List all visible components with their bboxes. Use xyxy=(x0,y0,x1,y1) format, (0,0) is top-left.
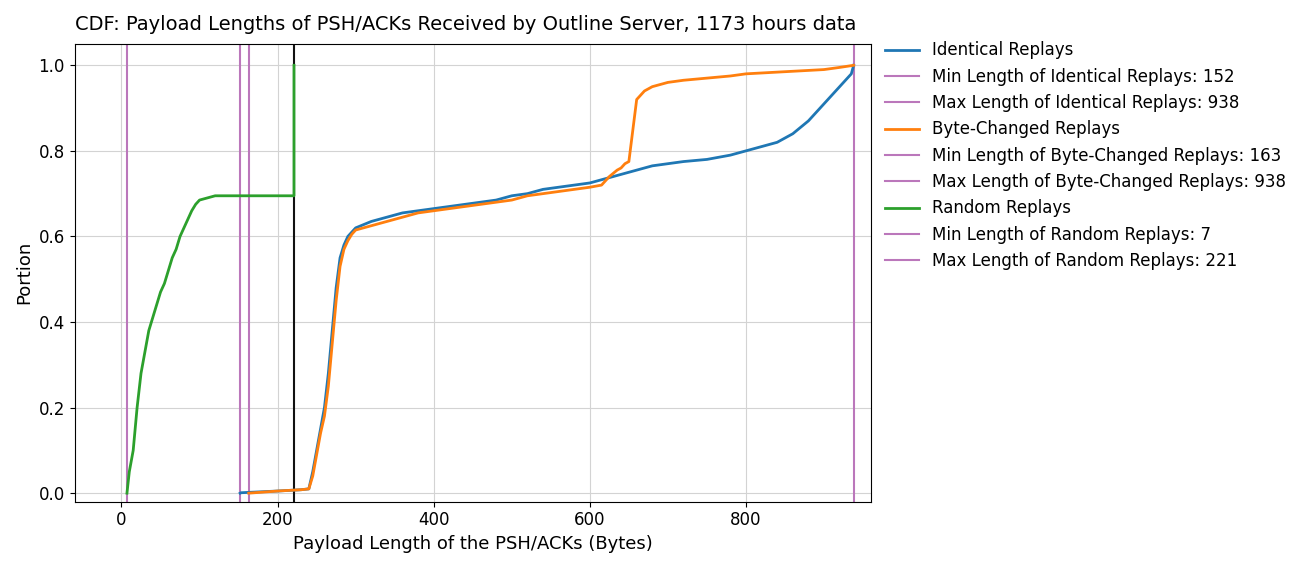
Legend: Identical Replays, Min Length of Identical Replays: 152, Max Length of Identical: Identical Replays, Min Length of Identic… xyxy=(879,35,1293,277)
Y-axis label: Portion: Portion xyxy=(14,241,33,304)
X-axis label: Payload Length of the PSH/ACKs (Bytes): Payload Length of the PSH/ACKs (Bytes) xyxy=(293,535,652,553)
Text: CDF: Payload Lengths of PSH/ACKs Received by Outline Server, 1173 hours data: CDF: Payload Lengths of PSH/ACKs Receive… xyxy=(75,15,855,34)
